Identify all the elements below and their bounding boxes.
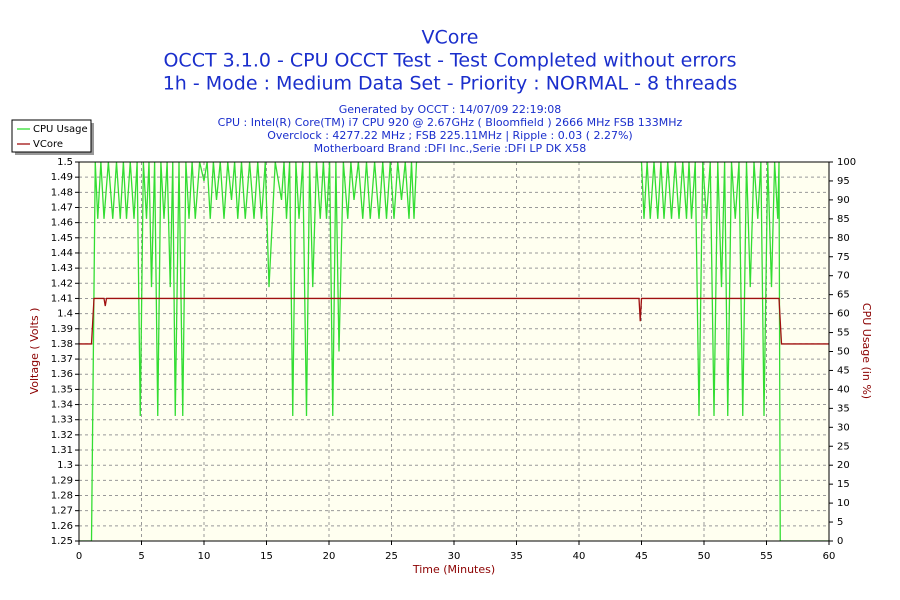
y2-tick-label: 80 xyxy=(837,233,850,244)
x-tick-label: 25 xyxy=(385,551,398,562)
y2-tick-label: 40 xyxy=(837,384,850,395)
y2-tick-label: 55 xyxy=(837,328,850,339)
x-tick-label: 10 xyxy=(198,551,211,562)
y-tick-label: 1.27 xyxy=(51,506,73,517)
y-tick-label: 1.26 xyxy=(51,521,73,532)
y-tick-label: 1.38 xyxy=(51,339,73,350)
y-tick-label: 1.34 xyxy=(51,400,73,411)
y-tick-label: 1.43 xyxy=(51,263,73,274)
legend xyxy=(11,119,92,153)
x-tick-label: 20 xyxy=(323,551,336,562)
info-line: Overclock : 4277.22 MHz ; FSB 225.11MHz … xyxy=(267,129,632,142)
x-tick-label: 0 xyxy=(76,551,82,562)
legend-label: CPU Usage xyxy=(33,124,88,135)
y2-tick-label: 50 xyxy=(837,347,850,358)
legend-label: VCore xyxy=(33,139,63,150)
info-line: Generated by OCCT : 14/07/09 22:19:08 xyxy=(339,103,562,116)
y2-tick-label: 75 xyxy=(837,252,850,263)
x-tick-label: 40 xyxy=(573,551,586,562)
y-tick-label: 1.32 xyxy=(51,430,73,441)
plot-lines xyxy=(79,162,829,541)
x-tick-label: 30 xyxy=(448,551,461,562)
y-tick-label: 1.41 xyxy=(51,293,73,304)
y2-axis-label: CPU Usage (in %) xyxy=(860,303,873,399)
y2-tick-label: 0 xyxy=(837,536,843,547)
y-axis-label: Voltage ( Volts ) xyxy=(28,308,41,395)
y2-tick-label: 30 xyxy=(837,422,850,433)
y-tick-label: 1.45 xyxy=(51,233,73,244)
info-line: CPU : Intel(R) Core(TM) i7 CPU 920 @ 2.6… xyxy=(218,116,683,129)
y-tick-label: 1.5 xyxy=(57,157,73,168)
plot-area xyxy=(78,161,830,542)
y-tick-label: 1.48 xyxy=(51,187,73,198)
y-tick-label: 1.35 xyxy=(51,384,73,395)
y2-tick-label: 5 xyxy=(837,517,843,528)
y-tick-label: 1.49 xyxy=(51,172,73,183)
y2-tick-label: 10 xyxy=(837,498,850,509)
y-tick-label: 1.4 xyxy=(57,309,73,320)
x-tick-label: 50 xyxy=(698,551,711,562)
chart-subtitle: OCCT 3.1.0 - CPU OCCT Test - Test Comple… xyxy=(163,50,736,72)
chart-title: VCore xyxy=(422,27,479,49)
x-axis-label: Time (Minutes) xyxy=(412,563,495,576)
y-tick-label: 1.39 xyxy=(51,324,73,335)
y2-tick-label: 90 xyxy=(837,195,850,206)
x-tick-label: 15 xyxy=(260,551,273,562)
x-tick-label: 5 xyxy=(138,551,144,562)
y-tick-label: 1.44 xyxy=(51,248,73,259)
y2-tick-label: 85 xyxy=(837,214,850,225)
y-tick-label: 1.28 xyxy=(51,491,73,502)
y2-tick-label: 95 xyxy=(837,176,850,187)
x-tick-label: 35 xyxy=(510,551,523,562)
y-tick-label: 1.29 xyxy=(51,475,73,486)
chart-subtitle: 1h - Mode : Medium Data Set - Priority :… xyxy=(163,73,738,95)
y-tick-label: 1.3 xyxy=(57,460,73,471)
y2-tick-label: 60 xyxy=(837,309,850,320)
info-line: Motherboard Brand :DFI Inc.,Serie :DFI L… xyxy=(314,142,587,155)
y2-tick-label: 35 xyxy=(837,403,850,414)
y-tick-label: 1.36 xyxy=(51,369,73,380)
y-tick-label: 1.42 xyxy=(51,278,73,289)
y2-tick-label: 65 xyxy=(837,290,850,301)
y2-tick-label: 20 xyxy=(837,460,850,471)
y2-tick-label: 45 xyxy=(837,365,850,376)
y-tick-label: 1.46 xyxy=(51,218,73,229)
y2-tick-label: 70 xyxy=(837,271,850,282)
y-tick-label: 1.37 xyxy=(51,354,73,365)
series-line xyxy=(79,162,829,541)
plot-border xyxy=(78,161,830,542)
x-tick-label: 55 xyxy=(760,551,773,562)
y2-tick-label: 25 xyxy=(837,441,850,452)
y2-tick-label: 100 xyxy=(837,157,856,168)
y-tick-label: 1.25 xyxy=(51,536,73,547)
x-tick-label: 45 xyxy=(635,551,648,562)
y-tick-label: 1.33 xyxy=(51,415,73,426)
series-line xyxy=(79,297,829,345)
y-tick-label: 1.31 xyxy=(51,445,73,456)
x-tick-label: 60 xyxy=(823,551,836,562)
y-tick-label: 1.47 xyxy=(51,202,73,213)
y2-tick-label: 15 xyxy=(837,479,850,490)
